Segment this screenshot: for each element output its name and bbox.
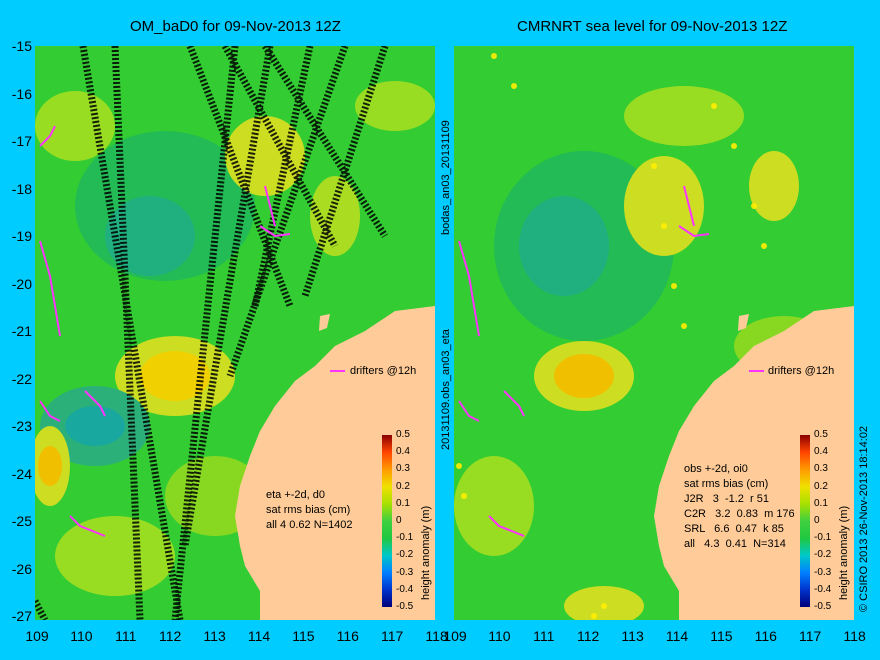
left-colorbar-label: height anomaly (m) — [420, 505, 432, 600]
colorbar-tick-label: 0.1 — [396, 497, 410, 509]
left-satellite-tracks — [35, 46, 389, 620]
colorbar-tick-label: -0.3 — [396, 566, 414, 578]
x-tick-label: 113 — [621, 628, 644, 644]
left-map-panel — [35, 46, 435, 620]
x-tick-label: 115 — [292, 628, 315, 644]
left-annotation: eta +-2d, d0 sat rms bias (cm) all 4 0.6… — [266, 489, 353, 531]
x-tick-label: 114 — [665, 628, 689, 644]
x-tick-label: 117 — [799, 628, 822, 644]
right-panel-title: CMRNRT sea level for 09-Nov-2013 12Z — [517, 18, 788, 35]
right-colorbar — [800, 435, 810, 607]
x-tick-label: 109 — [443, 628, 467, 644]
colorbar-tick-label: -0.3 — [814, 566, 832, 578]
y-tick-label: -25 — [11, 513, 32, 529]
colorbar-tick-label: 0 — [396, 515, 402, 526]
middle-label-bottom: 20131109.obs_an03_eta — [440, 329, 452, 450]
colorbar-tick-label: 0.3 — [814, 463, 828, 475]
y-tick-label: -18 — [11, 180, 32, 197]
right-map-panel — [454, 46, 854, 620]
left-drifters — [39, 125, 345, 537]
x-tick-label: 111 — [115, 628, 137, 644]
x-tick-label: 109 — [25, 628, 49, 644]
colorbar-tick-label: 0 — [814, 515, 820, 526]
left-colorbar — [382, 435, 392, 607]
y-tick-label: -21 — [11, 323, 32, 339]
colorbar-tick-label: -0.2 — [814, 549, 832, 561]
colorbar-tick-label: 0.3 — [396, 463, 410, 475]
y-tick-label: -24 — [11, 465, 32, 482]
colorbar-tick-label: -0.5 — [396, 601, 414, 612]
x-tick-label: 110 — [70, 628, 93, 644]
colorbar-tick-label: 0.1 — [814, 497, 828, 509]
right-observation-points — [456, 53, 767, 619]
colorbar-tick-label: -0.1 — [814, 532, 832, 544]
colorbar-tick-label: -0.5 — [814, 601, 832, 612]
colorbar-tick-label: 0.2 — [814, 480, 828, 492]
y-tick-label: -23 — [11, 418, 32, 434]
x-tick-label: 116 — [336, 628, 359, 644]
colorbar-tick-label: 0.5 — [396, 429, 410, 440]
x-tick-label: 113 — [203, 628, 226, 644]
x-tick-label: 118 — [425, 628, 448, 644]
x-tick-label: 117 — [381, 628, 404, 644]
x-tick-label: 112 — [159, 628, 182, 644]
right-drifters — [458, 185, 764, 537]
y-tick-label: -22 — [11, 370, 32, 387]
colorbar-tick-label: -0.4 — [814, 583, 832, 595]
colorbar-tick-label: 0.2 — [396, 480, 410, 492]
right-colorbar-label: height anomaly (m) — [838, 505, 850, 600]
y-tick-label: -19 — [11, 228, 32, 244]
x-tick-label: 112 — [577, 628, 600, 644]
y-tick-label: -15 — [11, 38, 32, 54]
left-panel-title: OM_baD0 for 09-Nov-2013 12Z — [130, 18, 341, 35]
copyright-label: © CSIRO 2013 26-Nov-2013 18:14:02 — [858, 425, 870, 612]
colorbar-tick-label: 0.4 — [396, 446, 410, 458]
x-tick-label: 110 — [488, 628, 511, 644]
colorbar-tick-label: 0.4 — [814, 446, 828, 458]
left-map — [35, 46, 435, 620]
x-tick-label: 116 — [754, 628, 777, 644]
y-tick-label: -26 — [11, 560, 32, 577]
x-tick-label: 115 — [710, 628, 733, 644]
colorbar-tick-label: -0.1 — [396, 532, 414, 544]
right-drifters-label: drifters @12h — [768, 365, 835, 377]
y-tick-label: -16 — [11, 85, 32, 102]
x-tick-label: 111 — [533, 628, 555, 644]
right-annotation: obs +-2d, oi0 sat rms bias (cm) J2R 3 -1… — [684, 463, 795, 550]
right-map — [454, 46, 854, 620]
colorbar-tick-label: 0.5 — [814, 429, 828, 440]
y-tick-label: -17 — [11, 133, 32, 149]
y-tick-label: -27 — [11, 608, 32, 624]
x-tick-label: 118 — [843, 628, 866, 644]
x-tick-label: 114 — [247, 628, 271, 644]
middle-label-top: bodas_an03_20131109 — [440, 120, 452, 235]
colorbar-tick-label: -0.2 — [396, 549, 414, 561]
left-drifters-label: drifters @12h — [350, 365, 417, 377]
colorbar-tick-label: -0.4 — [396, 583, 414, 595]
y-tick-label: -20 — [11, 275, 32, 292]
